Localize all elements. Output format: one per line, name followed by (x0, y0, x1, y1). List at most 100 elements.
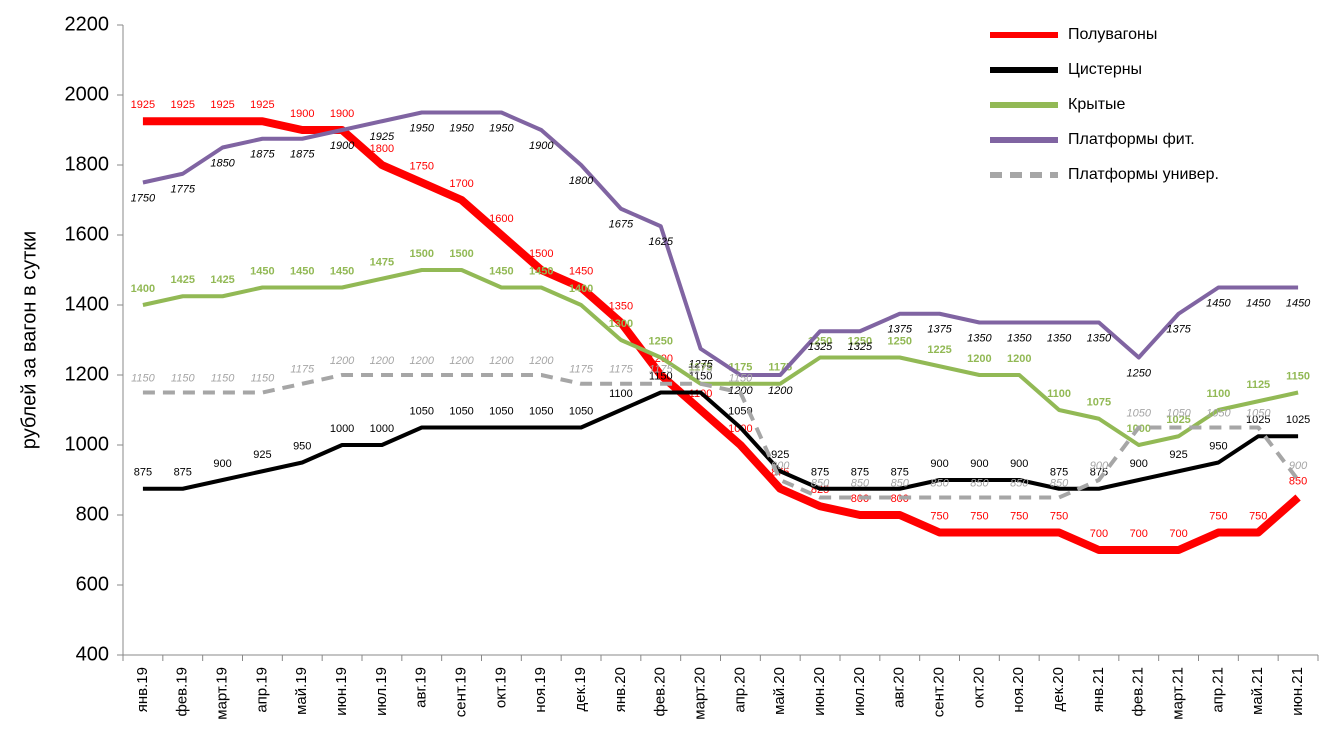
data-label: 1050 (529, 405, 553, 417)
data-label: 1750 (410, 160, 434, 172)
data-label: 1100 (609, 388, 633, 400)
y-tick-label: 2000 (65, 83, 110, 105)
data-label: 1450 (1206, 297, 1231, 309)
data-label: 1350 (1087, 332, 1112, 344)
legend-label: Крытые (1068, 96, 1126, 113)
data-label: 1075 (1087, 397, 1111, 409)
data-label: 1150 (251, 372, 276, 384)
data-label: 900 (1090, 460, 1109, 472)
data-label: 1450 (569, 265, 593, 277)
data-label: 1200 (370, 355, 395, 367)
x-tick-label: апр.21 (1209, 667, 1226, 713)
data-label: 1450 (250, 265, 274, 277)
data-label: 1925 (210, 99, 234, 111)
series-line (142, 110, 1299, 377)
x-tick-label: фев.21 (1130, 667, 1147, 717)
x-tick-label: март.21 (1170, 667, 1187, 720)
data-label: 750 (1249, 510, 1267, 522)
data-label: 875 (811, 467, 829, 479)
x-tick-label: сент.19 (453, 667, 470, 717)
data-label: 1050 (489, 405, 513, 417)
data-label: 1450 (330, 265, 354, 277)
data-label: 1775 (171, 184, 196, 196)
data-label: 1175 (290, 364, 315, 376)
data-label: 1050 (410, 405, 434, 417)
data-label: 850 (1050, 477, 1069, 489)
data-label: 700 (1169, 528, 1187, 540)
data-label: 1875 (290, 149, 315, 161)
data-label: 1400 (569, 283, 593, 295)
data-label: 1100 (1047, 388, 1071, 400)
data-label: 925 (253, 449, 271, 461)
data-label: 1050 (1246, 407, 1271, 419)
data-label: 1950 (449, 122, 474, 134)
data-label: 900 (1289, 460, 1308, 472)
x-tick-label: дек.19 (572, 667, 589, 712)
data-label: 1150 (211, 372, 236, 384)
x-tick-label: фев.19 (174, 667, 191, 717)
data-label: 1850 (210, 157, 235, 169)
data-label: 1375 (927, 324, 952, 336)
y-tick-label: 1400 (65, 293, 110, 315)
x-tick-label: окт.20 (970, 667, 987, 708)
data-label: 1500 (410, 248, 434, 260)
y-tick-label: 400 (76, 643, 109, 665)
x-tick-label: июн.21 (1289, 667, 1306, 716)
data-label: 1675 (609, 219, 634, 231)
y-tick-label: 1000 (65, 433, 110, 455)
data-label: 1050 (1206, 407, 1231, 419)
data-label: 925 (1169, 449, 1187, 461)
x-tick-label: май.20 (771, 667, 788, 715)
legend-label: Платформы универ. (1068, 166, 1219, 183)
data-label: 1025 (1286, 414, 1310, 426)
data-label: 900 (1010, 458, 1028, 470)
series-line (142, 117, 1301, 554)
data-label: 850 (930, 477, 949, 489)
data-label: 1150 (131, 372, 156, 384)
y-tick-label: 600 (76, 573, 109, 595)
data-label: 900 (213, 458, 231, 470)
data-label: 1925 (171, 99, 195, 111)
data-label: 950 (1209, 440, 1227, 452)
data-label: 850 (1010, 477, 1029, 489)
data-label: 1300 (609, 318, 633, 330)
x-tick-label: окт.19 (492, 667, 509, 708)
data-label: 1950 (489, 122, 514, 134)
data-label: 1900 (290, 108, 314, 120)
x-tick-label: июн.19 (333, 667, 350, 716)
data-label: 850 (1289, 475, 1307, 487)
x-tick-label: май.21 (1249, 667, 1266, 715)
legend-label: Полувагоны (1068, 26, 1157, 43)
data-label: 1400 (131, 283, 155, 295)
data-label: 1950 (410, 122, 435, 134)
data-label: 1050 (569, 405, 593, 417)
data-label: 875 (851, 467, 869, 479)
data-label: 750 (1209, 510, 1227, 522)
x-tick-label: авг.20 (891, 667, 908, 708)
data-label: 750 (1050, 510, 1068, 522)
x-tick-label: июл.19 (373, 667, 390, 716)
data-label: 1450 (1286, 297, 1311, 309)
data-label: 1425 (171, 274, 195, 286)
data-label: 700 (1130, 528, 1148, 540)
y-axis-label: рублей за вагон в сутки (18, 231, 40, 449)
data-label: 700 (1090, 528, 1108, 540)
data-label: 1925 (250, 99, 274, 111)
data-label: 1025 (1166, 414, 1190, 426)
x-tick-label: март.19 (214, 667, 231, 720)
data-label: 925 (771, 449, 789, 461)
data-label: 1625 (649, 236, 674, 248)
data-label: 1350 (1007, 332, 1032, 344)
y-tick-label: 800 (76, 503, 109, 525)
x-tick-label: фев.20 (652, 667, 669, 717)
x-tick-label: ноя.20 (1010, 667, 1027, 713)
data-label: 1800 (569, 175, 594, 187)
data-label: 1900 (330, 140, 355, 152)
x-tick-label: янв.20 (612, 667, 629, 712)
y-tick-label: 2200 (65, 13, 110, 35)
data-label: 1925 (370, 131, 395, 143)
data-label: 1200 (449, 355, 474, 367)
data-label: 900 (930, 458, 948, 470)
series-line (142, 373, 1300, 500)
data-label: 850 (851, 477, 870, 489)
